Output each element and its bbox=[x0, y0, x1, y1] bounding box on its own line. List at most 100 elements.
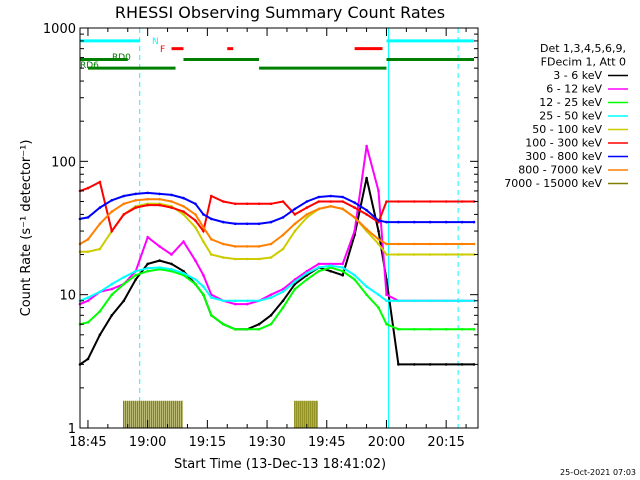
series-5-point-4 bbox=[122, 213, 126, 216]
series-1-point-7 bbox=[158, 245, 161, 248]
series-4-point-17 bbox=[269, 256, 273, 259]
series-5-point-32 bbox=[460, 200, 464, 203]
series-5 bbox=[78, 180, 476, 234]
series-1-point-24 bbox=[353, 229, 356, 233]
series-6-point-22 bbox=[329, 194, 333, 198]
series-0-point-1 bbox=[86, 357, 90, 361]
series-4-point-27 bbox=[385, 253, 388, 256]
flag-label-rd0: RD0 bbox=[112, 53, 131, 63]
series-6-point-33 bbox=[472, 220, 476, 224]
series-4 bbox=[78, 202, 476, 261]
legend-label-5: 100 - 300 keV bbox=[525, 137, 602, 150]
legend-label-4: 50 - 100 keV bbox=[532, 123, 602, 136]
series-4-point-11 bbox=[202, 240, 205, 243]
series-6-point-13 bbox=[222, 220, 225, 224]
series-2-point-10 bbox=[194, 282, 197, 286]
series-3-point-29 bbox=[413, 299, 416, 303]
series-5-point-3 bbox=[110, 229, 114, 233]
series-3-point-6 bbox=[146, 266, 149, 270]
series-3-point-27 bbox=[385, 299, 388, 303]
x-tick-label-0: 18:45 bbox=[69, 435, 106, 450]
series-3-line-0 bbox=[79, 264, 474, 302]
series-2-point-28 bbox=[397, 328, 400, 331]
series-7-point-10 bbox=[194, 213, 197, 216]
series-6-point-12 bbox=[210, 217, 213, 221]
series-1-point-27 bbox=[385, 293, 388, 297]
series-1-point-26 bbox=[377, 189, 380, 193]
series-5-point-2 bbox=[98, 180, 102, 184]
series-0-point-8 bbox=[170, 262, 173, 266]
series-2-point-33 bbox=[472, 328, 476, 331]
series-4-point-30 bbox=[428, 253, 432, 256]
series-4-point-18 bbox=[281, 247, 285, 251]
series-4-point-14 bbox=[233, 257, 237, 261]
chart-title: RHESSI Observing Summary Count Rates bbox=[115, 3, 445, 22]
series-2-point-22 bbox=[329, 266, 333, 269]
x-tick-label-5: 20:00 bbox=[368, 435, 405, 450]
series-3-point-4 bbox=[122, 276, 126, 279]
series-6-point-24 bbox=[353, 201, 356, 204]
series-0-point-28 bbox=[397, 363, 400, 366]
series-2-line-0 bbox=[79, 266, 474, 331]
legend-label-3: 25 - 50 keV bbox=[539, 110, 602, 123]
series-4-point-19 bbox=[293, 229, 297, 233]
series-3 bbox=[78, 264, 476, 303]
series-6-point-11 bbox=[202, 213, 205, 216]
x-tick-label-4: 19:45 bbox=[308, 435, 345, 450]
series-1-point-8 bbox=[170, 253, 173, 256]
series-3-point-18 bbox=[281, 290, 285, 294]
series-1-point-14 bbox=[233, 302, 237, 306]
series-3-point-5 bbox=[134, 269, 137, 273]
series-5-point-7 bbox=[158, 203, 161, 207]
series-7-point-11 bbox=[202, 226, 205, 229]
series-0-point-18 bbox=[281, 299, 285, 303]
series-3-point-25 bbox=[365, 285, 368, 288]
series-4-line-0 bbox=[80, 202, 474, 260]
series-1-point-11 bbox=[202, 273, 205, 277]
series-2-point-7 bbox=[158, 268, 161, 271]
series-2-point-32 bbox=[460, 328, 464, 331]
series-3-point-20 bbox=[305, 271, 309, 275]
series-3-point-23 bbox=[341, 266, 345, 269]
series-1-point-21 bbox=[317, 262, 321, 266]
series-5-point-27 bbox=[385, 200, 388, 203]
series-7-point-24 bbox=[353, 216, 356, 219]
series-4-point-10 bbox=[194, 226, 197, 229]
series-2-point-13 bbox=[222, 322, 225, 326]
series-2-point-30 bbox=[428, 328, 432, 331]
series-2-point-25 bbox=[365, 293, 368, 297]
series-6-point-16 bbox=[257, 222, 261, 226]
y-axis-label: Count Rate (s⁻¹ detector⁻¹) bbox=[19, 140, 34, 317]
series-2-point-24 bbox=[353, 278, 356, 281]
series-7-point-22 bbox=[329, 205, 333, 208]
series-0-point-32 bbox=[460, 363, 464, 366]
series-6-point-14 bbox=[233, 222, 237, 226]
series-0-line-0 bbox=[79, 177, 474, 366]
series-5-point-23 bbox=[341, 200, 345, 203]
series-2-point-20 bbox=[305, 278, 309, 281]
series-0-point-23 bbox=[341, 273, 345, 277]
series-3-point-31 bbox=[444, 299, 448, 303]
series-5-point-25 bbox=[365, 213, 368, 216]
series-5-line-0 bbox=[79, 180, 474, 234]
series-4-point-15 bbox=[245, 257, 249, 261]
y-tick-label-3: 1000 bbox=[43, 22, 76, 37]
legend: Det 1,3,4,5,6,9,FDecim 1, Att 03 - 6 keV… bbox=[504, 42, 628, 190]
series-7-point-28 bbox=[397, 242, 400, 246]
series-3-point-14 bbox=[233, 299, 237, 303]
series-1-point-9 bbox=[182, 240, 185, 243]
series-5-point-1 bbox=[86, 186, 90, 190]
series-7-point-15 bbox=[245, 245, 249, 248]
series-4-point-13 bbox=[222, 256, 225, 259]
series-4-point-1 bbox=[86, 250, 90, 253]
series-6-point-25 bbox=[365, 208, 368, 212]
series-2-point-12 bbox=[210, 314, 213, 317]
series-3-point-11 bbox=[202, 285, 205, 288]
series-2-point-17 bbox=[269, 322, 273, 326]
series-5-point-11 bbox=[202, 229, 205, 233]
series-7-point-20 bbox=[305, 213, 309, 216]
series-8-line-0 bbox=[123, 400, 183, 428]
series-7-point-25 bbox=[365, 227, 368, 231]
series-2-point-18 bbox=[281, 306, 285, 309]
series-1-point-6 bbox=[146, 235, 149, 239]
